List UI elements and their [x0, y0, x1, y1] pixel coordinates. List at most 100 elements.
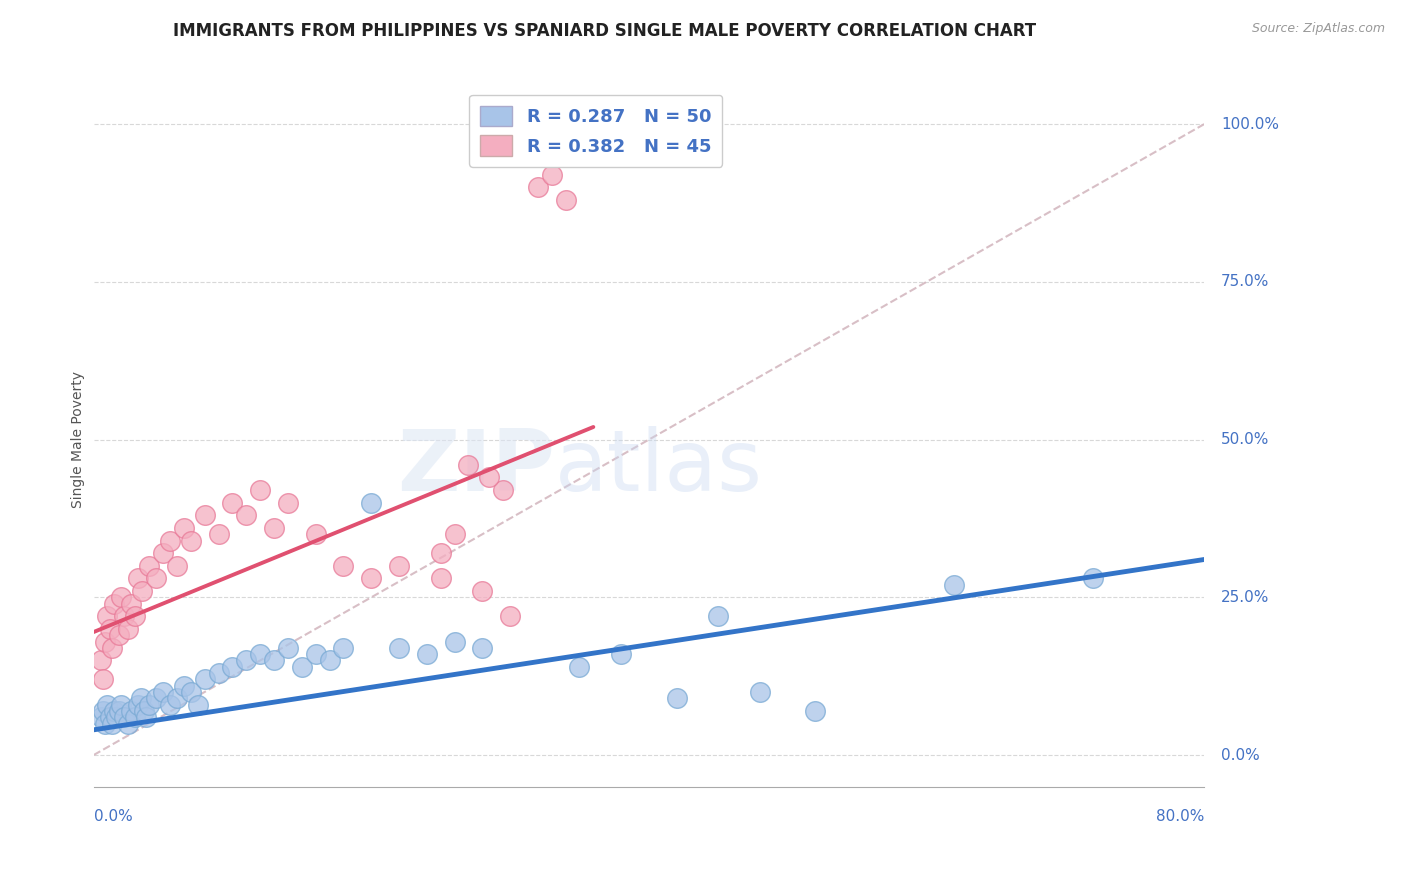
Point: [91, 704, 114, 718]
Point: [513, 149, 536, 163]
Point: [124, 609, 146, 624]
Point: [159, 698, 181, 712]
Point: [443, 527, 465, 541]
Point: [89, 710, 111, 724]
Point: [110, 591, 132, 605]
Point: [540, 168, 562, 182]
Point: [127, 571, 149, 585]
Point: [89, 653, 111, 667]
Point: [135, 710, 157, 724]
Point: [145, 691, 167, 706]
Point: [207, 527, 229, 541]
Point: [107, 628, 129, 642]
Point: [665, 691, 688, 706]
Point: [96, 698, 118, 712]
Point: [129, 691, 152, 706]
Point: [221, 659, 243, 673]
Point: [103, 704, 125, 718]
Text: 75.0%: 75.0%: [1220, 275, 1270, 289]
Point: [277, 496, 299, 510]
Point: [93, 716, 115, 731]
Text: 0.0%: 0.0%: [94, 809, 132, 823]
Point: [318, 653, 340, 667]
Point: [249, 483, 271, 497]
Point: [127, 698, 149, 712]
Point: [91, 673, 114, 687]
Point: [110, 698, 132, 712]
Point: [492, 483, 515, 497]
Point: [804, 704, 827, 718]
Point: [159, 533, 181, 548]
Point: [235, 653, 257, 667]
Point: [263, 521, 285, 535]
Point: [187, 698, 209, 712]
Point: [235, 508, 257, 523]
Point: [107, 704, 129, 718]
Text: Source: ZipAtlas.com: Source: ZipAtlas.com: [1251, 22, 1385, 36]
Point: [103, 597, 125, 611]
Point: [748, 685, 770, 699]
Point: [943, 578, 966, 592]
Point: [249, 647, 271, 661]
Point: [120, 597, 142, 611]
Point: [166, 691, 188, 706]
Point: [388, 640, 411, 655]
Point: [180, 685, 202, 699]
Point: [707, 609, 730, 624]
Point: [221, 496, 243, 510]
Point: [332, 640, 354, 655]
Point: [416, 647, 439, 661]
Point: [145, 571, 167, 585]
Point: [207, 666, 229, 681]
Point: [98, 710, 121, 724]
Point: [471, 640, 494, 655]
Point: [131, 584, 153, 599]
Legend: R = 0.287   N = 50, R = 0.382   N = 45: R = 0.287 N = 50, R = 0.382 N = 45: [470, 95, 723, 167]
Point: [527, 180, 550, 194]
Point: [96, 609, 118, 624]
Point: [180, 533, 202, 548]
Point: [263, 653, 285, 667]
Point: [554, 193, 576, 207]
Y-axis label: Single Male Poverty: Single Male Poverty: [72, 371, 86, 508]
Point: [152, 685, 174, 699]
Point: [104, 710, 127, 724]
Point: [471, 584, 494, 599]
Text: IMMIGRANTS FROM PHILIPPINES VS SPANIARD SINGLE MALE POVERTY CORRELATION CHART: IMMIGRANTS FROM PHILIPPINES VS SPANIARD …: [173, 22, 1036, 40]
Point: [138, 698, 160, 712]
Point: [305, 527, 328, 541]
Point: [100, 640, 122, 655]
Point: [120, 704, 142, 718]
Point: [152, 546, 174, 560]
Point: [478, 470, 501, 484]
Point: [499, 609, 522, 624]
Point: [610, 647, 633, 661]
Point: [194, 508, 217, 523]
Point: [388, 558, 411, 573]
Point: [98, 622, 121, 636]
Point: [112, 609, 135, 624]
Point: [457, 458, 479, 472]
Point: [360, 496, 382, 510]
Text: ZIP: ZIP: [396, 425, 554, 508]
Point: [360, 571, 382, 585]
Point: [429, 546, 451, 560]
Point: [1081, 571, 1104, 585]
Point: [117, 716, 139, 731]
Text: 100.0%: 100.0%: [1220, 117, 1279, 132]
Point: [132, 704, 155, 718]
Point: [332, 558, 354, 573]
Point: [291, 659, 314, 673]
Text: 0.0%: 0.0%: [1220, 747, 1260, 763]
Text: atlas: atlas: [554, 425, 762, 508]
Point: [117, 622, 139, 636]
Point: [194, 673, 217, 687]
Point: [277, 640, 299, 655]
Point: [173, 679, 195, 693]
Text: 25.0%: 25.0%: [1220, 590, 1270, 605]
Point: [100, 716, 122, 731]
Point: [443, 634, 465, 648]
Text: 80.0%: 80.0%: [1156, 809, 1204, 823]
Text: 50.0%: 50.0%: [1220, 432, 1270, 447]
Point: [93, 634, 115, 648]
